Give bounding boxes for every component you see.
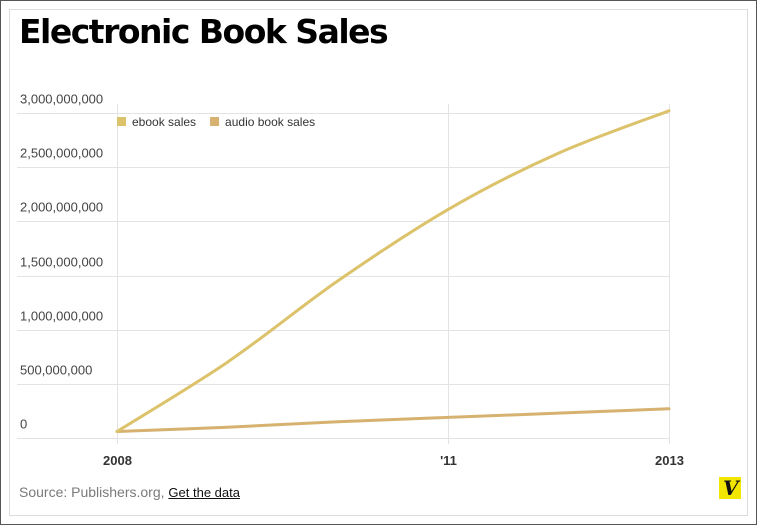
vox-logo-letter: V [723, 476, 739, 500]
y-tick-label: 0 [20, 417, 27, 432]
series-line-ebook-sales [115, 109, 671, 433]
y-tick-label: 1,000,000,000 [20, 309, 103, 324]
y-axis: 0 500,000,000 1,000,000,000 1,500,000,000 2,… [20, 92, 103, 432]
x-tick-label: 2008 [103, 453, 132, 468]
x-tick-label: 2013 [655, 453, 684, 468]
source-footer: Source: Publishers.org, Get the data [19, 484, 240, 500]
legend: ebook sales audio book sales [117, 115, 315, 129]
y-tick-label: 1,500,000,000 [20, 255, 103, 270]
y-tick-label: 2,000,000,000 [20, 200, 103, 215]
x-axis: 2008 '11 2013 [103, 453, 684, 468]
y-tick-label: 3,000,000,000 [20, 92, 103, 107]
vox-logo: V [719, 477, 741, 499]
x-tick-label: '11 [440, 453, 457, 468]
y-tick-label: 500,000,000 [20, 363, 92, 378]
chart-title: Electronic Book Sales [19, 12, 389, 51]
legend-swatch [210, 117, 220, 126]
legend-label: ebook sales [132, 115, 196, 129]
legend-label: audio book sales [225, 115, 315, 129]
y-tick-label: 2,500,000,000 [20, 146, 103, 161]
source-text: Source: Publishers.org, [19, 484, 165, 500]
series-line-audio-book-sales [115, 407, 671, 433]
get-the-data-link[interactable]: Get the data [168, 485, 240, 500]
legend-swatch [117, 117, 126, 126]
grid-lines [17, 104, 670, 444]
series-lines [115, 109, 671, 433]
